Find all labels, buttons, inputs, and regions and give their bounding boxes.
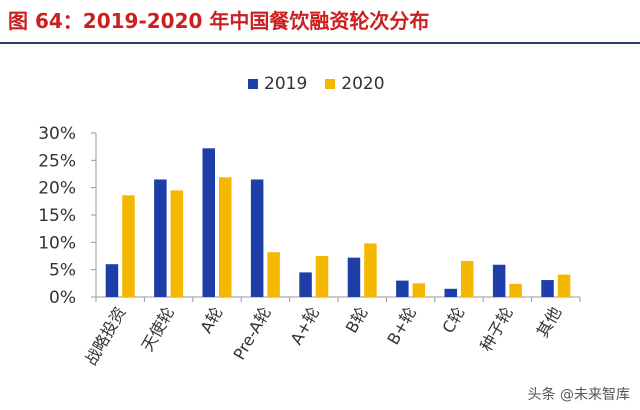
page-title: 图 64：2019-2020 年中国餐饮融资轮次分布	[8, 9, 430, 33]
x-category-label: 战略投资	[81, 304, 129, 369]
x-category-label: 种子轮	[476, 304, 516, 355]
x-category-label: C轮	[438, 304, 468, 337]
bar-2019-7	[444, 288, 457, 297]
bar-2019-6	[396, 280, 409, 297]
y-tick-label: 10%	[38, 233, 76, 253]
x-category-label: 天使轮	[138, 304, 178, 355]
bar-2020-2	[219, 177, 232, 297]
x-category-label: 其他	[533, 304, 565, 341]
bar-2019-3	[250, 179, 264, 297]
bar-2019-5	[347, 257, 361, 297]
bar-2020-1	[170, 190, 184, 297]
chart-legend: 2019 2020	[248, 74, 385, 94]
y-tick-label: 15%	[38, 206, 76, 226]
bar-2019-2	[202, 148, 215, 297]
y-tick-label: 30%	[38, 124, 76, 144]
legend-label-2019: 2019	[264, 74, 308, 94]
bar-2020-7	[461, 260, 474, 297]
bar-2020-8	[509, 283, 522, 297]
watermark: 头条 @未来智库	[527, 387, 630, 403]
y-tick-label: 0%	[49, 288, 76, 308]
x-category-label: A轮	[197, 304, 227, 337]
bar-2020-4	[315, 256, 329, 297]
bar-2019-8	[492, 264, 506, 297]
bar-2019-0	[105, 264, 119, 297]
x-category-label: Pre-A轮	[230, 304, 275, 364]
legend-label-2020: 2020	[341, 74, 385, 94]
title-bar: 图 64：2019-2020 年中国餐饮融资轮次分布	[0, 0, 640, 44]
y-tick-label: 25%	[38, 151, 76, 171]
legend-item-2019: 2019	[248, 74, 307, 94]
bar-2020-0	[122, 195, 135, 297]
bar-2020-5	[364, 243, 377, 297]
y-tick-label: 5%	[49, 261, 76, 281]
bar-2020-9	[557, 274, 571, 297]
y-tick-label: 20%	[38, 179, 76, 199]
legend-swatch-2020	[325, 79, 336, 89]
bar-2019-1	[154, 179, 167, 297]
x-category-label: B+轮	[383, 304, 420, 348]
x-category-label: A+轮	[287, 304, 324, 348]
x-category-label: B轮	[342, 304, 372, 337]
bar-2019-4	[299, 272, 312, 297]
bar-2020-6	[412, 283, 426, 297]
bar-2020-3	[267, 252, 280, 297]
bar-2019-9	[541, 280, 554, 297]
legend-swatch-2019	[248, 79, 258, 89]
legend-item-2020: 2020	[325, 74, 385, 94]
